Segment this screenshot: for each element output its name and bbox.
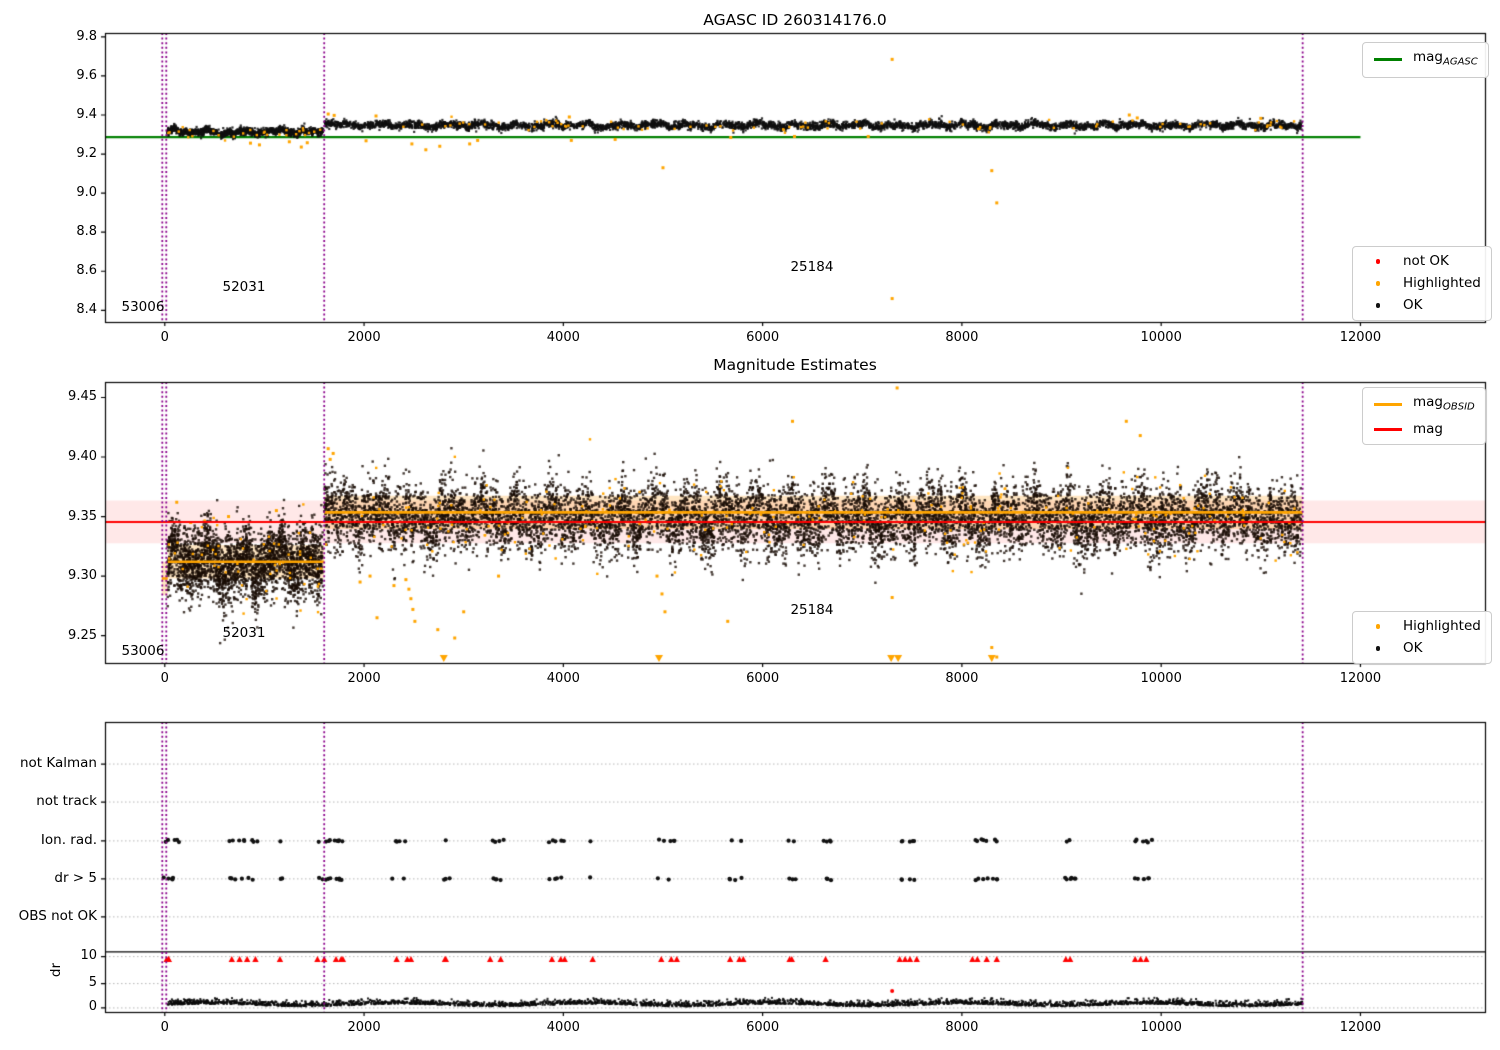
x-tick-label: 8000 (945, 1020, 979, 1035)
x-tick-label: 10000 (1140, 330, 1182, 345)
ok-dot-swatch (1363, 646, 1393, 651)
y-tick-label: 9.30 (68, 568, 97, 584)
legend-mag-lines: magOBSID mag (1362, 387, 1486, 445)
y-tick-label: 8.8 (76, 224, 97, 240)
obsid-annotation: 53006 (121, 298, 165, 315)
x-tick-label: 12000 (1339, 1020, 1382, 1035)
legend-entry-label: Highlighted (1403, 618, 1481, 634)
y-tick-label: 9.0 (76, 185, 97, 201)
highlighted-dot-swatch (1363, 624, 1393, 629)
legend-point-classes-middle: Highlighted OK (1352, 611, 1492, 664)
flag-row-label: not track (36, 793, 97, 810)
flag-row-label: dr > 5 (54, 869, 97, 886)
y-tick-label: 9.8 (76, 28, 97, 44)
obsid-annotation: 52031 (222, 625, 266, 642)
legend-entry-label: mag (1413, 420, 1443, 437)
x-tick-label: 10000 (1140, 1020, 1182, 1035)
x-tick-label: 0 (160, 1020, 169, 1035)
legend-entry: not OK (1363, 253, 1481, 270)
legend-entry-label: Highlighted (1403, 275, 1481, 291)
x-tick-label: 6000 (746, 330, 780, 345)
legend-entry: OK (1363, 640, 1481, 657)
x-tick-label: 2000 (347, 1020, 381, 1035)
y-tick-label: 9.2 (76, 146, 97, 162)
legend-mag-agasc: magAGASC (1362, 42, 1489, 78)
x-tick-label: 6000 (746, 1020, 780, 1035)
flag-row-label: Ion. rad. (40, 831, 97, 848)
y-tick-label: 9.6 (76, 67, 97, 83)
obsid-annotation: 52031 (222, 279, 266, 296)
not-ok-dot-swatch (1363, 259, 1393, 264)
legend-entry: magAGASC (1373, 49, 1478, 71)
flag-row-label: OBS not OK (18, 907, 97, 924)
y-tick-label: 9.25 (68, 627, 97, 643)
legend-entry: Highlighted (1363, 275, 1481, 292)
y-tick-label: 9.35 (68, 508, 97, 524)
x-tick-label: 12000 (1339, 671, 1382, 686)
obsid-annotation: 53006 (121, 643, 165, 660)
legend-entry-label: OK (1403, 297, 1423, 313)
legend-entry-label: OK (1403, 640, 1423, 656)
dr-tick-label: 10 (80, 947, 97, 963)
x-tick-label: 4000 (546, 671, 580, 686)
y-tick-label: 9.45 (68, 389, 97, 405)
x-tick-label: 2000 (347, 671, 381, 686)
plot-title-top: AGASC ID 260314176.0 (703, 11, 887, 29)
legend-entry: mag (1373, 421, 1475, 438)
legend-entry: OK (1363, 297, 1481, 314)
flag-row-label: not Kalman (19, 755, 97, 772)
x-tick-label: 4000 (546, 330, 580, 345)
x-tick-label: 0 (160, 671, 169, 686)
plot-title-middle: Magnitude Estimates (713, 356, 877, 374)
highlighted-dot-swatch (1363, 281, 1393, 286)
x-tick-label: 12000 (1339, 330, 1382, 345)
dr-tick-label: 0 (88, 998, 97, 1014)
y-tick-label: 8.6 (76, 263, 97, 279)
legend-entry-label: not OK (1403, 253, 1449, 269)
legend-entry: magOBSID (1373, 394, 1475, 416)
legend-point-classes-top: not OK Highlighted OK (1352, 246, 1492, 321)
x-tick-label: 8000 (945, 330, 979, 345)
x-tick-label: 2000 (347, 330, 381, 345)
obsid-annotation: 25184 (790, 602, 834, 618)
x-tick-label: 10000 (1140, 671, 1182, 686)
x-tick-label: 0 (160, 330, 169, 345)
y-tick-label: 8.4 (76, 302, 97, 318)
x-tick-label: 8000 (945, 671, 979, 686)
legend-entry-label: magAGASC (1413, 49, 1478, 68)
dr-tick-label: 5 (88, 974, 97, 990)
x-tick-label: 6000 (746, 671, 780, 686)
mag-line-swatch (1373, 427, 1403, 431)
mag-agasc-line-swatch (1373, 58, 1403, 62)
obsid-annotation: 25184 (790, 258, 834, 275)
mag-obsid-line-swatch (1373, 403, 1403, 407)
y-tick-label: 9.40 (68, 449, 97, 464)
x-tick-label: 4000 (546, 1020, 580, 1035)
ok-dot-swatch (1363, 303, 1393, 308)
legend-entry: Highlighted (1363, 618, 1481, 635)
legend-entry-label: magOBSID (1413, 394, 1475, 413)
y-tick-label: 9.4 (76, 107, 97, 122)
